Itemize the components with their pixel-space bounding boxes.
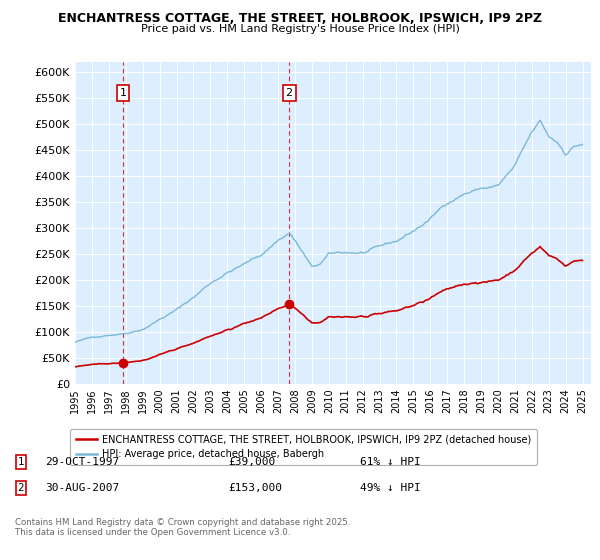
Text: 30-AUG-2007: 30-AUG-2007: [45, 483, 119, 493]
Text: 2: 2: [286, 88, 293, 98]
Text: £39,000: £39,000: [228, 457, 275, 467]
Text: 49% ↓ HPI: 49% ↓ HPI: [360, 483, 421, 493]
Text: 61% ↓ HPI: 61% ↓ HPI: [360, 457, 421, 467]
Text: 29-OCT-1997: 29-OCT-1997: [45, 457, 119, 467]
Legend: ENCHANTRESS COTTAGE, THE STREET, HOLBROOK, IPSWICH, IP9 2PZ (detached house), HP: ENCHANTRESS COTTAGE, THE STREET, HOLBROO…: [70, 429, 537, 465]
Text: 1: 1: [119, 88, 127, 98]
Text: £153,000: £153,000: [228, 483, 282, 493]
Text: 2: 2: [17, 483, 25, 493]
Text: 1: 1: [17, 457, 25, 467]
Text: Price paid vs. HM Land Registry's House Price Index (HPI): Price paid vs. HM Land Registry's House …: [140, 24, 460, 34]
Text: ENCHANTRESS COTTAGE, THE STREET, HOLBROOK, IPSWICH, IP9 2PZ: ENCHANTRESS COTTAGE, THE STREET, HOLBROO…: [58, 12, 542, 25]
Text: Contains HM Land Registry data © Crown copyright and database right 2025.
This d: Contains HM Land Registry data © Crown c…: [15, 518, 350, 537]
